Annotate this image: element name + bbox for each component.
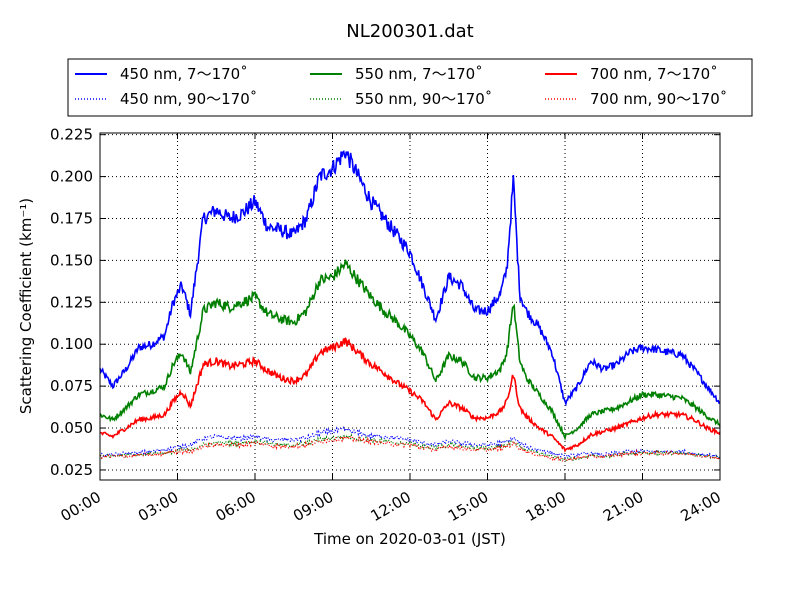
y-tick-label: 0.150 xyxy=(50,251,93,269)
legend-label: 550 nm, 7～170˚ xyxy=(355,65,483,83)
y-tick-label: 0.225 xyxy=(50,126,93,144)
legend: 450 nm, 7～170˚ 550 nm, 7～170˚ 700 nm, 7～17… xyxy=(67,58,753,117)
series-line xyxy=(99,337,721,453)
x-tick-label: 12:00 xyxy=(368,488,414,525)
x-tick-label: 15:00 xyxy=(445,488,491,525)
legend-label: 700 nm, 90～170˚ xyxy=(590,90,727,108)
x-tick-label: 21:00 xyxy=(600,488,646,525)
x-axis-label: Time on 2020-03-01 (JST) xyxy=(313,530,506,548)
y-tick-label: 0.050 xyxy=(50,419,93,437)
series-line xyxy=(99,149,721,407)
series-line xyxy=(99,259,721,441)
x-tick-label: 03:00 xyxy=(135,488,181,525)
x-tick-label: 09:00 xyxy=(290,488,336,525)
y-tick-label: 0.075 xyxy=(50,377,93,395)
axis-ticks: 00:00 03:00 06:00 09:00 12:00 15:00 18:00 21:00… xyxy=(50,126,724,525)
y-tick-label: 0.175 xyxy=(50,209,93,227)
y-tick-label: 0.025 xyxy=(50,461,93,479)
y-axis-label: Scattering Coefficient (km⁻¹) xyxy=(17,198,35,414)
x-tick-label: 24:00 xyxy=(678,488,724,525)
y-tick-label: 0.200 xyxy=(50,168,93,186)
chart-title: NL200301.dat xyxy=(346,21,473,42)
x-tick-label: 06:00 xyxy=(213,488,259,525)
legend-label: 700 nm, 7～170˚ xyxy=(590,65,718,83)
legend-box xyxy=(67,58,753,117)
y-tick-label: 0.125 xyxy=(50,293,93,311)
x-tick-label: 18:00 xyxy=(523,488,569,525)
series-line xyxy=(99,432,721,463)
y-tick-label: 0.100 xyxy=(50,335,93,353)
legend-label: 550 nm, 90～170˚ xyxy=(355,90,492,108)
legend-label: 450 nm, 90～170˚ xyxy=(120,90,257,108)
legend-label: 450 nm, 7～170˚ xyxy=(120,65,248,83)
series-lines xyxy=(99,149,721,463)
x-tick-label: 00:00 xyxy=(58,488,104,525)
series-line xyxy=(99,434,721,462)
